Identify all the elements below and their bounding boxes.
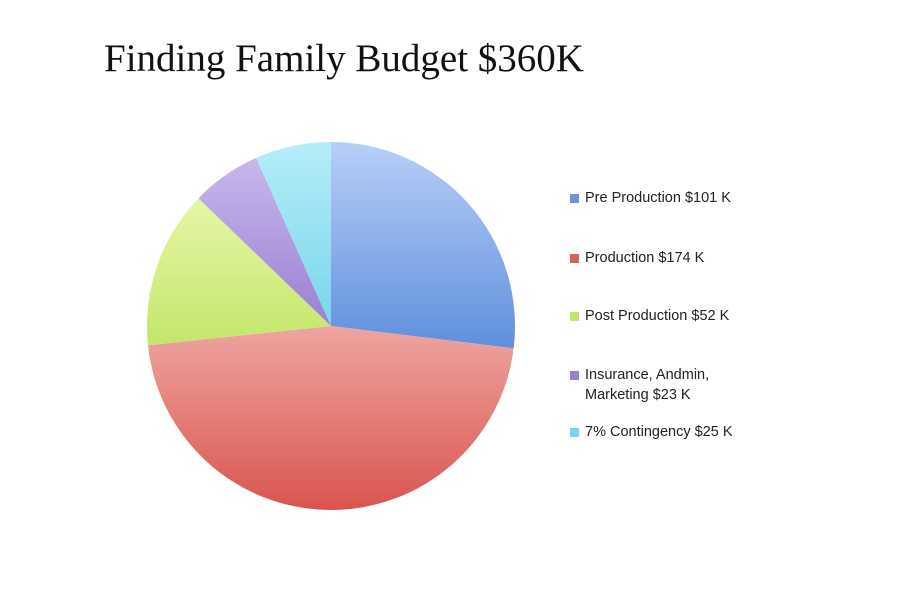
legend-item-insurance-admin-marketing: Insurance, Andmin, Marketing $23 K [570,365,709,405]
legend-swatch [570,194,579,203]
legend-label: Pre Production $101 K [585,190,731,206]
legend-label: Post Production $52 K [585,308,730,324]
legend-label: 7% Contingency $25 K [585,424,733,440]
legend-item-pre-production: Pre Production $101 K [570,188,731,208]
legend-label: Insurance, Andmin, Marketing $23 K [585,367,710,403]
pie-slice-1 [331,142,515,349]
legend-swatch [570,254,579,263]
legend-item-production: Production $174 K [570,248,704,268]
legend-swatch [570,428,579,437]
chart-title: Finding Family Budget $360K [104,37,584,80]
legend-label: Production $174 K [585,250,705,266]
pie-slice-5 [256,142,331,326]
legend-swatch [570,312,579,321]
pie-slice-2 [148,326,514,510]
legend-item-contingency: 7% Contingency $25 K [570,422,733,442]
legend-swatch [570,371,579,380]
pie-slice-4 [198,157,331,326]
legend-item-post-production: Post Production $52 K [570,306,729,326]
pie-slice-3 [147,198,331,346]
